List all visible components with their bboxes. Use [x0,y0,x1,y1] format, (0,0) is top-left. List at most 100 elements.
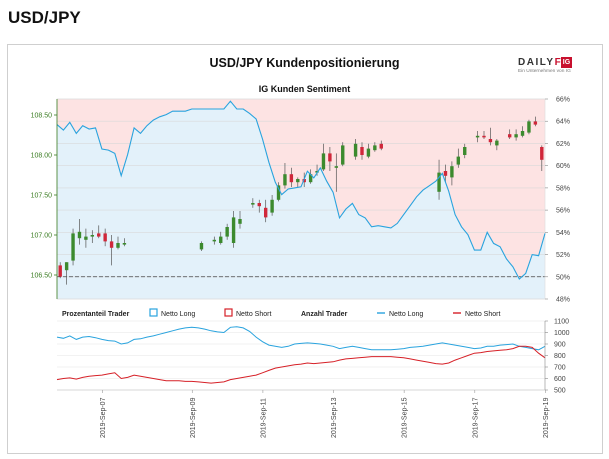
candle-body [122,243,127,245]
candle [289,167,294,187]
percent-axis: 66% 64% 62% 60% 58% 56% 54% 52% 50% 48% [545,97,570,304]
candle [103,228,107,247]
candle-body [507,134,512,138]
candle [379,140,383,151]
candle [270,195,274,216]
candle [231,211,236,248]
candle [97,225,101,239]
candle-body [238,219,242,224]
candle [116,236,120,250]
price-tick-label: 107.50 [31,193,53,200]
candle-body [443,171,448,176]
date-tick-label: 2019-Sep-17 [472,397,479,438]
candle [219,231,223,245]
candlestick-series [58,116,544,285]
candle-body [296,179,300,183]
candle [507,129,512,139]
candle [334,153,339,192]
page-title: USD/JPY [8,8,81,27]
candle-body [353,143,358,157]
candle [341,142,345,167]
candle-body [328,153,332,162]
candle [84,228,88,248]
trader-tick-label: 1100 [554,319,569,326]
candle-body [231,217,236,243]
percent-tick-label: 66% [556,97,570,104]
percent-tick-label: 54% [556,230,570,237]
candle [263,199,268,223]
candle-body [212,239,217,242]
candle-body [90,235,95,237]
candle-body [84,236,88,240]
candle [212,236,217,245]
legend-short-label: Netto Short [236,311,271,318]
candle-body [116,243,120,248]
net-long-traders-line [56,326,546,351]
legend-long-label: Netto Long [161,311,195,318]
candle [456,148,461,168]
percent-tick-label: 52% [556,252,570,259]
candle-body [308,174,313,183]
candle-body [283,174,287,186]
percent-tick-label: 56% [556,208,570,215]
percent-tick-label: 60% [556,163,570,170]
trader-tick-label: 1000 [554,330,570,337]
chart-subtitle: IG Kunden Sentiment [258,84,351,94]
candle [308,169,313,184]
candle-body [58,265,62,277]
trader-tick-label: 600 [554,376,566,383]
net-short-traders-line [56,345,546,384]
candle-body [334,166,339,168]
candle [251,198,255,208]
ig-badge: IG [561,57,572,68]
candle [238,211,242,229]
date-tick-label: 2019-Sep-13 [331,397,338,438]
candle [495,139,499,151]
candle-body [64,262,69,271]
chart-title: USD/JPY Kundenpositionierung [209,56,400,70]
candle-body [514,134,518,138]
main-panel-grid [56,98,546,300]
candle-body [251,203,255,205]
price-tick-label: 108.00 [31,153,53,160]
legend-long-count-label: Netto Long [389,311,423,318]
candle-body [257,203,261,207]
candle-body [450,166,454,178]
candle-body [463,147,467,155]
date-tick-label: 2019-Sep-07 [100,397,107,438]
candle [527,119,531,135]
candle-body [315,171,319,173]
candle [482,131,486,139]
trader-tick-label: 900 [554,342,566,349]
candle [475,131,480,143]
percent-tick-label: 58% [556,185,570,192]
candle [488,127,493,146]
candle [520,126,525,138]
candle [360,142,364,160]
price-tick-label: 107.00 [31,233,53,240]
dailyfx-logo: DAILYFX Ein Unternehmen von IG IG [518,57,572,79]
candle-body [520,131,525,136]
candle [443,164,448,183]
legend-long-box [149,308,158,317]
candle [71,228,75,266]
net-long-pct-line [56,100,546,280]
legend-short-box [224,308,233,317]
candle [315,164,319,176]
logo-tagline: Ein Unternehmen von IG [518,69,571,74]
candle [450,161,454,186]
candle-body [263,207,268,218]
candle-body [219,236,223,243]
candle-body [373,145,377,151]
candle-body [379,143,383,149]
price-tick-label: 108.50 [31,113,53,120]
date-tick-label: 2019-Sep-19 [543,397,550,438]
candle-body [366,148,371,157]
candle-body [475,135,480,138]
candle [58,262,62,279]
long-area [57,101,545,299]
trader-count-axis: 1100 1000 900 800 700 600 500 [544,319,570,395]
candle-body [360,147,364,155]
trader-tick-label: 500 [554,388,566,395]
